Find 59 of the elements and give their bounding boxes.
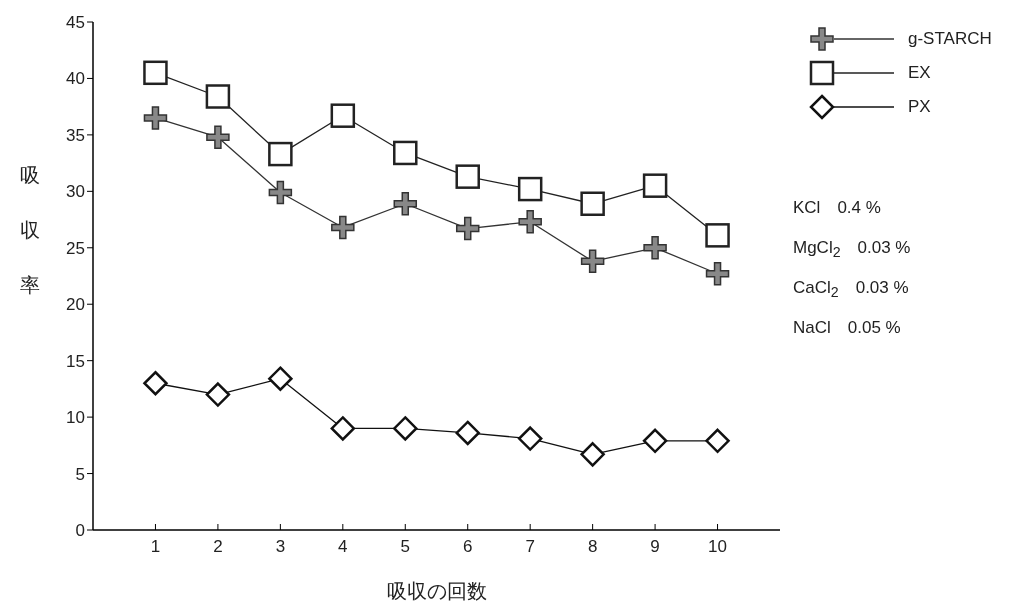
y-tick-label: 30 (66, 182, 85, 202)
point (517, 426, 543, 451)
point (518, 210, 542, 234)
point (455, 216, 480, 241)
x-tick-label: 10 (708, 537, 728, 557)
text: MgCl$_{2}$ 0.03 % (793, 237, 911, 263)
point (205, 84, 231, 109)
y-tick-label: 45 (66, 13, 85, 33)
text: CaCl$_{2}$ 0.03 % (793, 277, 910, 303)
point (205, 382, 231, 407)
point (268, 180, 293, 205)
point (580, 442, 605, 467)
y-tick-label: 15 (66, 351, 85, 371)
y-tick-label: 20 (66, 295, 85, 315)
point (393, 416, 418, 441)
point (393, 140, 418, 166)
x-tick-label: 1 (150, 537, 161, 557)
point (580, 191, 605, 216)
y-tick-label: 10 (66, 408, 85, 428)
text: NaCl 0.05 % (793, 317, 902, 339)
y-tick-label: 40 (66, 69, 85, 89)
point (331, 215, 355, 240)
y-tick-label: 5 (75, 464, 85, 484)
point (455, 164, 480, 189)
text: KCl 0.4 % (793, 197, 882, 219)
legend-label: g-STARCH (908, 29, 992, 49)
point (330, 416, 356, 441)
point (268, 366, 293, 391)
point (143, 60, 168, 86)
x-tick-label: 2 (213, 537, 223, 557)
point (705, 428, 730, 454)
x-tick-label: 4 (338, 537, 348, 557)
point (393, 192, 418, 216)
point (705, 223, 730, 248)
y-tick-label: 25 (66, 238, 85, 258)
y-tick-label: 35 (66, 125, 85, 145)
x-tick-label: 5 (400, 537, 411, 557)
legend-label: PX (908, 97, 931, 117)
x-tick-label: 7 (525, 537, 535, 557)
point (455, 420, 480, 446)
point (268, 141, 293, 167)
x-tick-label: 6 (462, 537, 473, 557)
point (330, 103, 356, 128)
point (143, 106, 168, 130)
point (643, 236, 667, 260)
text: 吸収率 (20, 164, 40, 296)
point (517, 176, 543, 202)
point (143, 370, 168, 396)
x-axis-title: 吸収の回数 (386, 580, 487, 602)
y-tick-label: 0 (75, 521, 85, 541)
legend-label: EX (908, 63, 931, 83)
point (206, 125, 230, 149)
point (705, 261, 730, 286)
x-tick-label: 9 (650, 537, 660, 557)
point (580, 249, 605, 274)
x-tick-label: 8 (587, 537, 598, 557)
x-tick-label: 3 (275, 537, 286, 557)
point (642, 428, 668, 454)
point (642, 173, 668, 198)
